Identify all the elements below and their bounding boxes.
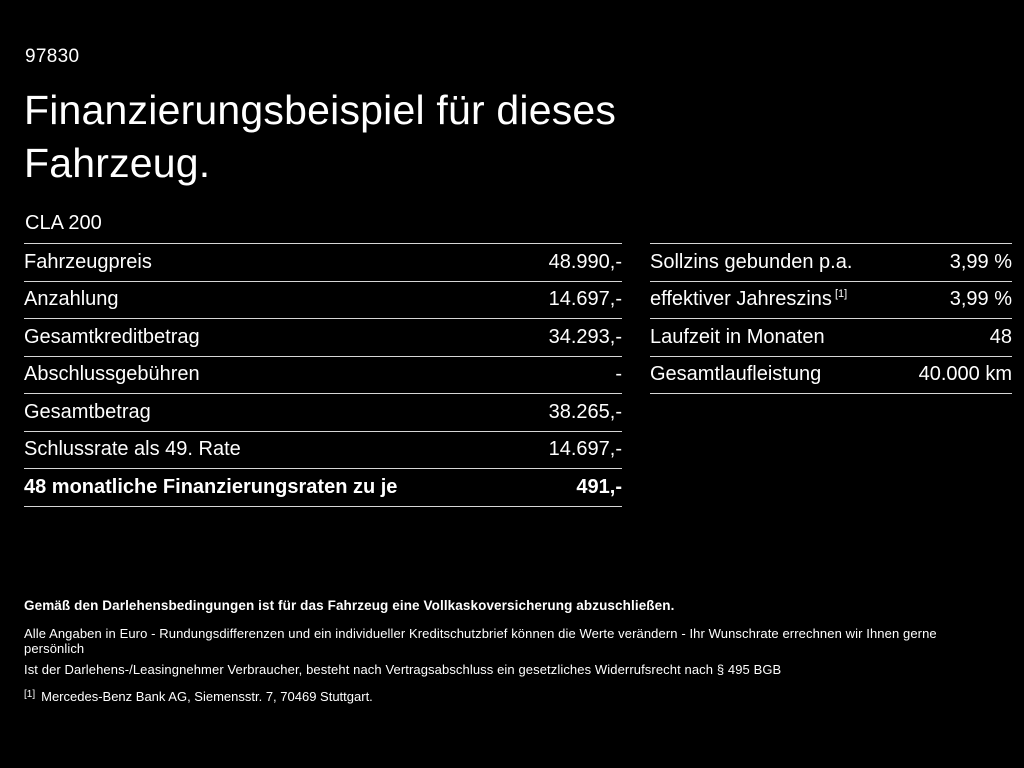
- page-title: Finanzierungsbeispiel für dieses Fahrzeu…: [24, 84, 616, 190]
- row-label: Gesamtbetrag: [24, 400, 151, 423]
- footnote-disclaimer-2: Ist der Darlehens-/Leasingnehmer Verbrau…: [24, 662, 782, 677]
- table-row: effektiver Jahreszins [1] 3,99 %: [650, 280, 1012, 319]
- row-label: Gesamtlaufleistung: [650, 363, 822, 386]
- page-title-line2: Fahrzeug.: [24, 140, 211, 186]
- table-row: Anzahlung 14.697,-: [24, 280, 622, 319]
- row-label: Fahrzeugpreis: [24, 250, 152, 273]
- table-row: Gesamtlaufleistung 40.000 km: [650, 355, 1012, 394]
- footnotes: Gemäß den Darlehensbedingungen ist für d…: [24, 598, 999, 704]
- row-value: 14.697,-: [548, 288, 622, 311]
- table-row: Gesamtkreditbetrag 34.293,-: [24, 318, 622, 356]
- footnote-ref-marker: [1]: [24, 689, 36, 700]
- table-row: Sollzins gebunden p.a. 3,99 %: [650, 243, 1012, 281]
- finance-table-left: Fahrzeugpreis 48.990,- Anzahlung 14.697,…: [24, 243, 622, 507]
- footnote-insurance: Gemäß den Darlehensbedingungen ist für d…: [24, 598, 675, 613]
- page-title-line1: Finanzierungsbeispiel für dieses: [24, 87, 617, 133]
- row-value: 40.000 km: [918, 363, 1012, 386]
- table-row-monthly-rate: 48 monatliche Finanzierungsraten zu je 4…: [24, 468, 622, 507]
- row-value: 3,99 %: [949, 288, 1012, 311]
- offer-code: 97830: [25, 46, 80, 67]
- row-value: 48: [989, 325, 1012, 348]
- row-label: Laufzeit in Monaten: [650, 325, 825, 348]
- footnote-ref-text: Mercedes-Benz Bank AG, Siemensstr. 7, 70…: [41, 689, 373, 704]
- table-row: Schlussrate als 49. Rate 14.697,-: [24, 430, 622, 469]
- row-value: 38.265,-: [548, 400, 622, 423]
- finance-tables: Fahrzeugpreis 48.990,- Anzahlung 14.697,…: [24, 243, 1012, 507]
- table-row: Fahrzeugpreis 48.990,-: [24, 243, 622, 281]
- row-value: 3,99 %: [949, 250, 1012, 273]
- row-label: Abschlussgebühren: [24, 363, 200, 386]
- table-row: Abschlussgebühren -: [24, 355, 622, 394]
- row-value: -: [615, 363, 622, 386]
- row-label: effektiver Jahreszins [1]: [650, 288, 848, 311]
- finance-table-right: Sollzins gebunden p.a. 3,99 % effektiver…: [650, 243, 1012, 394]
- row-value: 14.697,-: [548, 438, 622, 461]
- footnote-marker: [1]: [834, 288, 848, 301]
- footnote-disclaimer-1: Alle Angaben in Euro - Rundungsdifferenz…: [24, 626, 937, 656]
- row-label: Gesamtkreditbetrag: [24, 325, 200, 348]
- model-name: CLA 200: [25, 212, 102, 234]
- row-label: Sollzins gebunden p.a.: [650, 250, 853, 273]
- row-label: Anzahlung: [24, 288, 119, 311]
- table-row: Gesamtbetrag 38.265,-: [24, 393, 622, 431]
- row-label: Schlussrate als 49. Rate: [24, 438, 241, 461]
- row-value: 48.990,-: [548, 250, 622, 273]
- table-row: Laufzeit in Monaten 48: [650, 318, 1012, 356]
- footnote-bank-reference: [1] Mercedes-Benz Bank AG, Siemensstr. 7,…: [24, 689, 999, 704]
- row-value: 34.293,-: [548, 325, 622, 348]
- row-value: 491,-: [576, 475, 622, 498]
- row-label: 48 monatliche Finanzierungsraten zu je: [24, 475, 398, 498]
